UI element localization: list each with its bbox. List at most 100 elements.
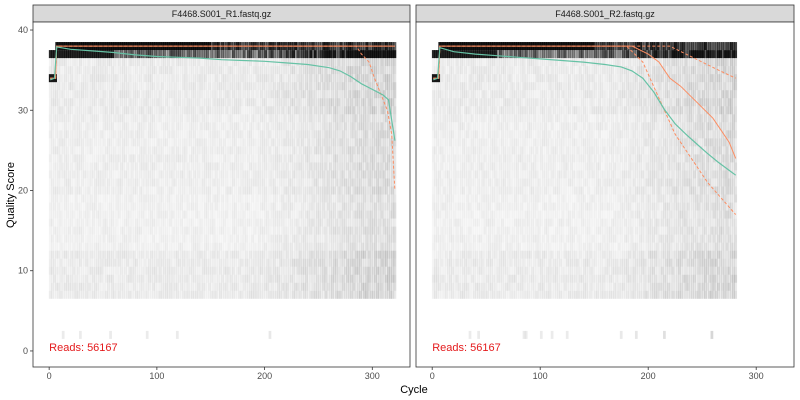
heatmap-cell [343, 274, 347, 283]
heatmap-cell [268, 98, 272, 107]
heatmap-cell [186, 178, 190, 187]
heatmap-cell [70, 146, 74, 155]
heatmap-cell [57, 250, 61, 259]
heatmap-cell [359, 226, 362, 235]
heatmap-cell [277, 226, 280, 235]
heatmap-cell [199, 50, 203, 59]
heatmap-cell [244, 58, 248, 67]
heatmap-cell [63, 98, 67, 107]
heatmap-cell [251, 98, 255, 107]
heatmap-cell [335, 274, 339, 283]
heatmap-cell [296, 130, 300, 139]
heatmap-cell [139, 162, 143, 171]
heatmap-cell [66, 170, 69, 179]
heatmap-cell [100, 210, 104, 219]
heatmap-cell [354, 218, 358, 227]
heatmap-cell [171, 114, 175, 123]
heatmap-cell [372, 170, 375, 179]
heatmap-cell [296, 114, 300, 123]
heatmap-cell [186, 90, 190, 99]
heatmap-cell [259, 266, 263, 275]
heatmap-cell [259, 130, 263, 139]
heatmap-cell [57, 282, 61, 291]
heatmap-cell [350, 122, 354, 131]
heatmap-cell [89, 266, 93, 275]
heatmap-cell [59, 58, 63, 67]
heatmap-cell [147, 58, 151, 67]
heatmap-cell [143, 122, 147, 131]
heatmap-cell [264, 58, 268, 67]
heatmap-cell [216, 130, 220, 139]
heatmap-cell [130, 282, 134, 291]
heatmap-cell [290, 226, 293, 235]
heatmap-cell [315, 138, 319, 147]
heatmap-cell [234, 178, 237, 187]
heatmap-cell [74, 106, 78, 115]
heatmap-cell [193, 66, 196, 75]
heatmap-cell [331, 162, 334, 171]
heatmap-cell [79, 258, 82, 267]
heatmap-cell [328, 50, 332, 59]
heatmap-cell [223, 266, 227, 275]
heatmap-cell [156, 218, 160, 227]
heatmap-cell [374, 106, 377, 115]
heatmap-cell [83, 114, 87, 123]
heatmap-cell [259, 258, 263, 267]
heatmap-cell [262, 282, 265, 291]
heatmap-cell [255, 74, 259, 83]
heatmap-cell [135, 66, 138, 75]
heatmap-cell [199, 242, 203, 251]
heatmap-cell [272, 114, 276, 123]
heatmap-cell [182, 170, 186, 179]
heatmap-cell [270, 170, 274, 179]
heatmap-cell [61, 258, 65, 267]
heatmap-cell [359, 114, 362, 123]
heatmap-cell [238, 82, 242, 91]
heatmap-cell [393, 250, 397, 259]
heatmap-cell [195, 74, 199, 83]
heatmap-cell [322, 202, 326, 211]
heatmap-cell [89, 226, 93, 235]
heatmap-cell [147, 82, 151, 91]
heatmap-cell [61, 330, 65, 339]
heatmap-cell [214, 122, 218, 131]
heatmap-cell [365, 178, 369, 187]
heatmap-cell [348, 122, 352, 131]
heatmap-cell [352, 138, 356, 147]
heatmap-cell [206, 58, 209, 67]
heatmap-cell [328, 138, 332, 147]
heatmap-cell [393, 122, 397, 131]
heatmap-cell [285, 194, 289, 203]
heatmap-cell [104, 186, 108, 195]
heatmap-cell [343, 130, 347, 139]
heatmap-cell [81, 138, 84, 147]
heatmap-cell [382, 242, 386, 251]
heatmap-cell [354, 58, 358, 67]
heatmap-cell [300, 258, 304, 267]
heatmap-cell [262, 98, 265, 107]
heatmap-cell [225, 98, 229, 107]
heatmap-cell [221, 162, 224, 171]
heatmap-cell [322, 242, 326, 251]
heatmap-cell [178, 258, 181, 267]
heatmap-cell [283, 178, 287, 187]
heatmap-cell [277, 162, 280, 171]
heatmap-cell [262, 154, 265, 163]
heatmap-cell [66, 106, 69, 115]
heatmap-cell [361, 130, 364, 139]
heatmap-cell [341, 178, 345, 187]
heatmap-cell [322, 282, 326, 291]
heatmap-cell [63, 114, 67, 123]
heatmap-cell [234, 138, 237, 147]
heatmap-cell [309, 146, 313, 155]
heatmap-cell [354, 242, 358, 251]
heatmap-cell [51, 274, 54, 283]
heatmap-cell [126, 122, 130, 131]
heatmap-cell [298, 74, 302, 83]
heatmap-cell [128, 226, 132, 235]
heatmap-cell [119, 82, 123, 91]
heatmap-cell [89, 250, 93, 259]
heatmap-cell [389, 266, 392, 275]
heatmap-cell [264, 210, 268, 219]
heatmap-cell [165, 114, 168, 123]
